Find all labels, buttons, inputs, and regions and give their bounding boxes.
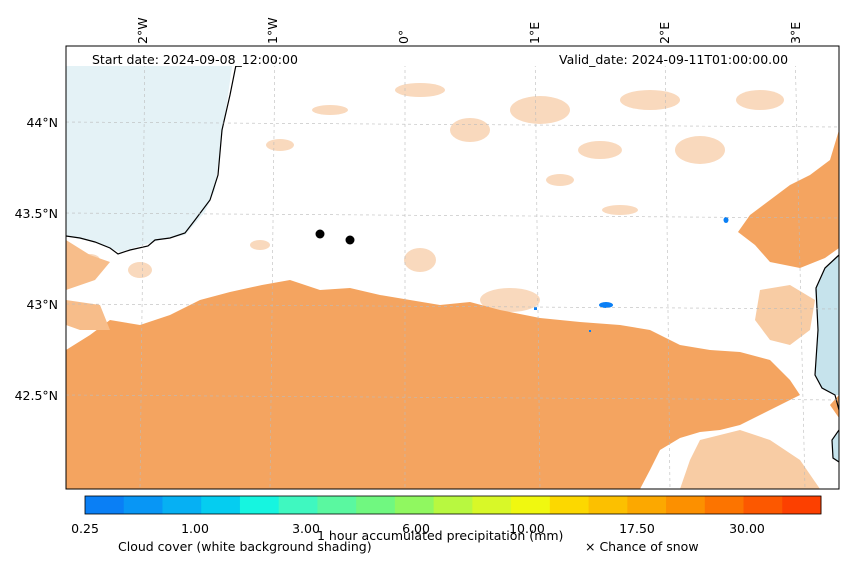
colorbar-segment <box>511 496 551 514</box>
precip-cells <box>534 217 729 332</box>
cloud-cover-legend: Cloud cover (white background shading) <box>118 539 372 554</box>
colorbar-segment <box>433 496 473 514</box>
colorbar-segment <box>782 496 822 514</box>
cloud-left-lobe <box>66 350 95 380</box>
colorbar-tick: 6.00 <box>402 521 430 536</box>
coastline-atlantic <box>66 46 241 255</box>
snow-legend: × Chance of snow <box>585 539 699 554</box>
colorbar-segment <box>123 496 163 514</box>
colorbar-segment <box>201 496 241 514</box>
lon-label: 2°W <box>135 17 150 44</box>
colorbar-tick: 0.25 <box>71 521 99 536</box>
lat-label: 43°N <box>26 297 58 312</box>
colorbar-tick: 10.00 <box>509 521 545 536</box>
coastline-mediterranean-south <box>831 429 839 463</box>
colorbar-segment <box>472 496 512 514</box>
colorbar-frame <box>84 495 822 515</box>
cloud-main <box>66 280 800 489</box>
cloud-right-bottom <box>680 430 820 489</box>
map-frame <box>65 45 840 490</box>
cloud-strip-left2 <box>66 300 110 330</box>
cloud-right-light <box>755 285 815 345</box>
colorbar-segment <box>627 496 667 514</box>
sea-biscay <box>66 46 235 252</box>
gridlines <box>66 46 839 489</box>
colorbar-segment <box>743 496 783 514</box>
colorbar-segment <box>317 496 357 514</box>
sea-mediterranean <box>815 255 839 395</box>
lon-label: 1°W <box>265 17 280 44</box>
colorbar-segment <box>588 496 628 514</box>
colorbar-segment <box>356 496 396 514</box>
coastline-mediterranean <box>814 254 839 411</box>
colorbar-tick: 3.00 <box>292 521 320 536</box>
lat-label: 43.5°N <box>14 206 58 221</box>
colorbar-label: 1 hour accumulated precipitation (mm) <box>317 528 564 543</box>
valid-date: Valid_date: 2024-09-11T01:00:00.00 <box>559 52 789 67</box>
colorbar-segment <box>704 496 745 514</box>
colorbar-segment <box>85 496 125 514</box>
colorbar-segment <box>239 496 280 514</box>
colorbar-tick: 17.50 <box>619 521 655 536</box>
cloud-light-patches <box>80 83 784 312</box>
colorbar-segment <box>162 496 202 514</box>
lat-label: 44°N <box>26 115 58 130</box>
colorbar-tick: 30.00 <box>729 521 765 536</box>
lon-label: 3°E <box>788 21 803 44</box>
colorbar-segment <box>549 496 590 514</box>
colorbar-segment <box>278 496 318 514</box>
colorbar-segment <box>666 496 706 514</box>
lon-label: 1°E <box>527 21 542 44</box>
header-strip <box>66 46 839 66</box>
lat-label: 42.5°N <box>14 388 58 403</box>
cloud-right <box>738 130 839 268</box>
colorbar-segment <box>394 496 435 514</box>
colorbar <box>85 496 822 514</box>
start-date: Start date: 2024-09-08_12:00:00 <box>92 52 298 67</box>
cloud-strip-left <box>66 240 110 290</box>
lon-label: 0° <box>396 29 411 44</box>
location-marker <box>315 229 325 239</box>
colorbar-tick: 1.00 <box>181 521 209 536</box>
lon-label: 2°E <box>657 21 672 44</box>
location-marker <box>345 235 355 245</box>
